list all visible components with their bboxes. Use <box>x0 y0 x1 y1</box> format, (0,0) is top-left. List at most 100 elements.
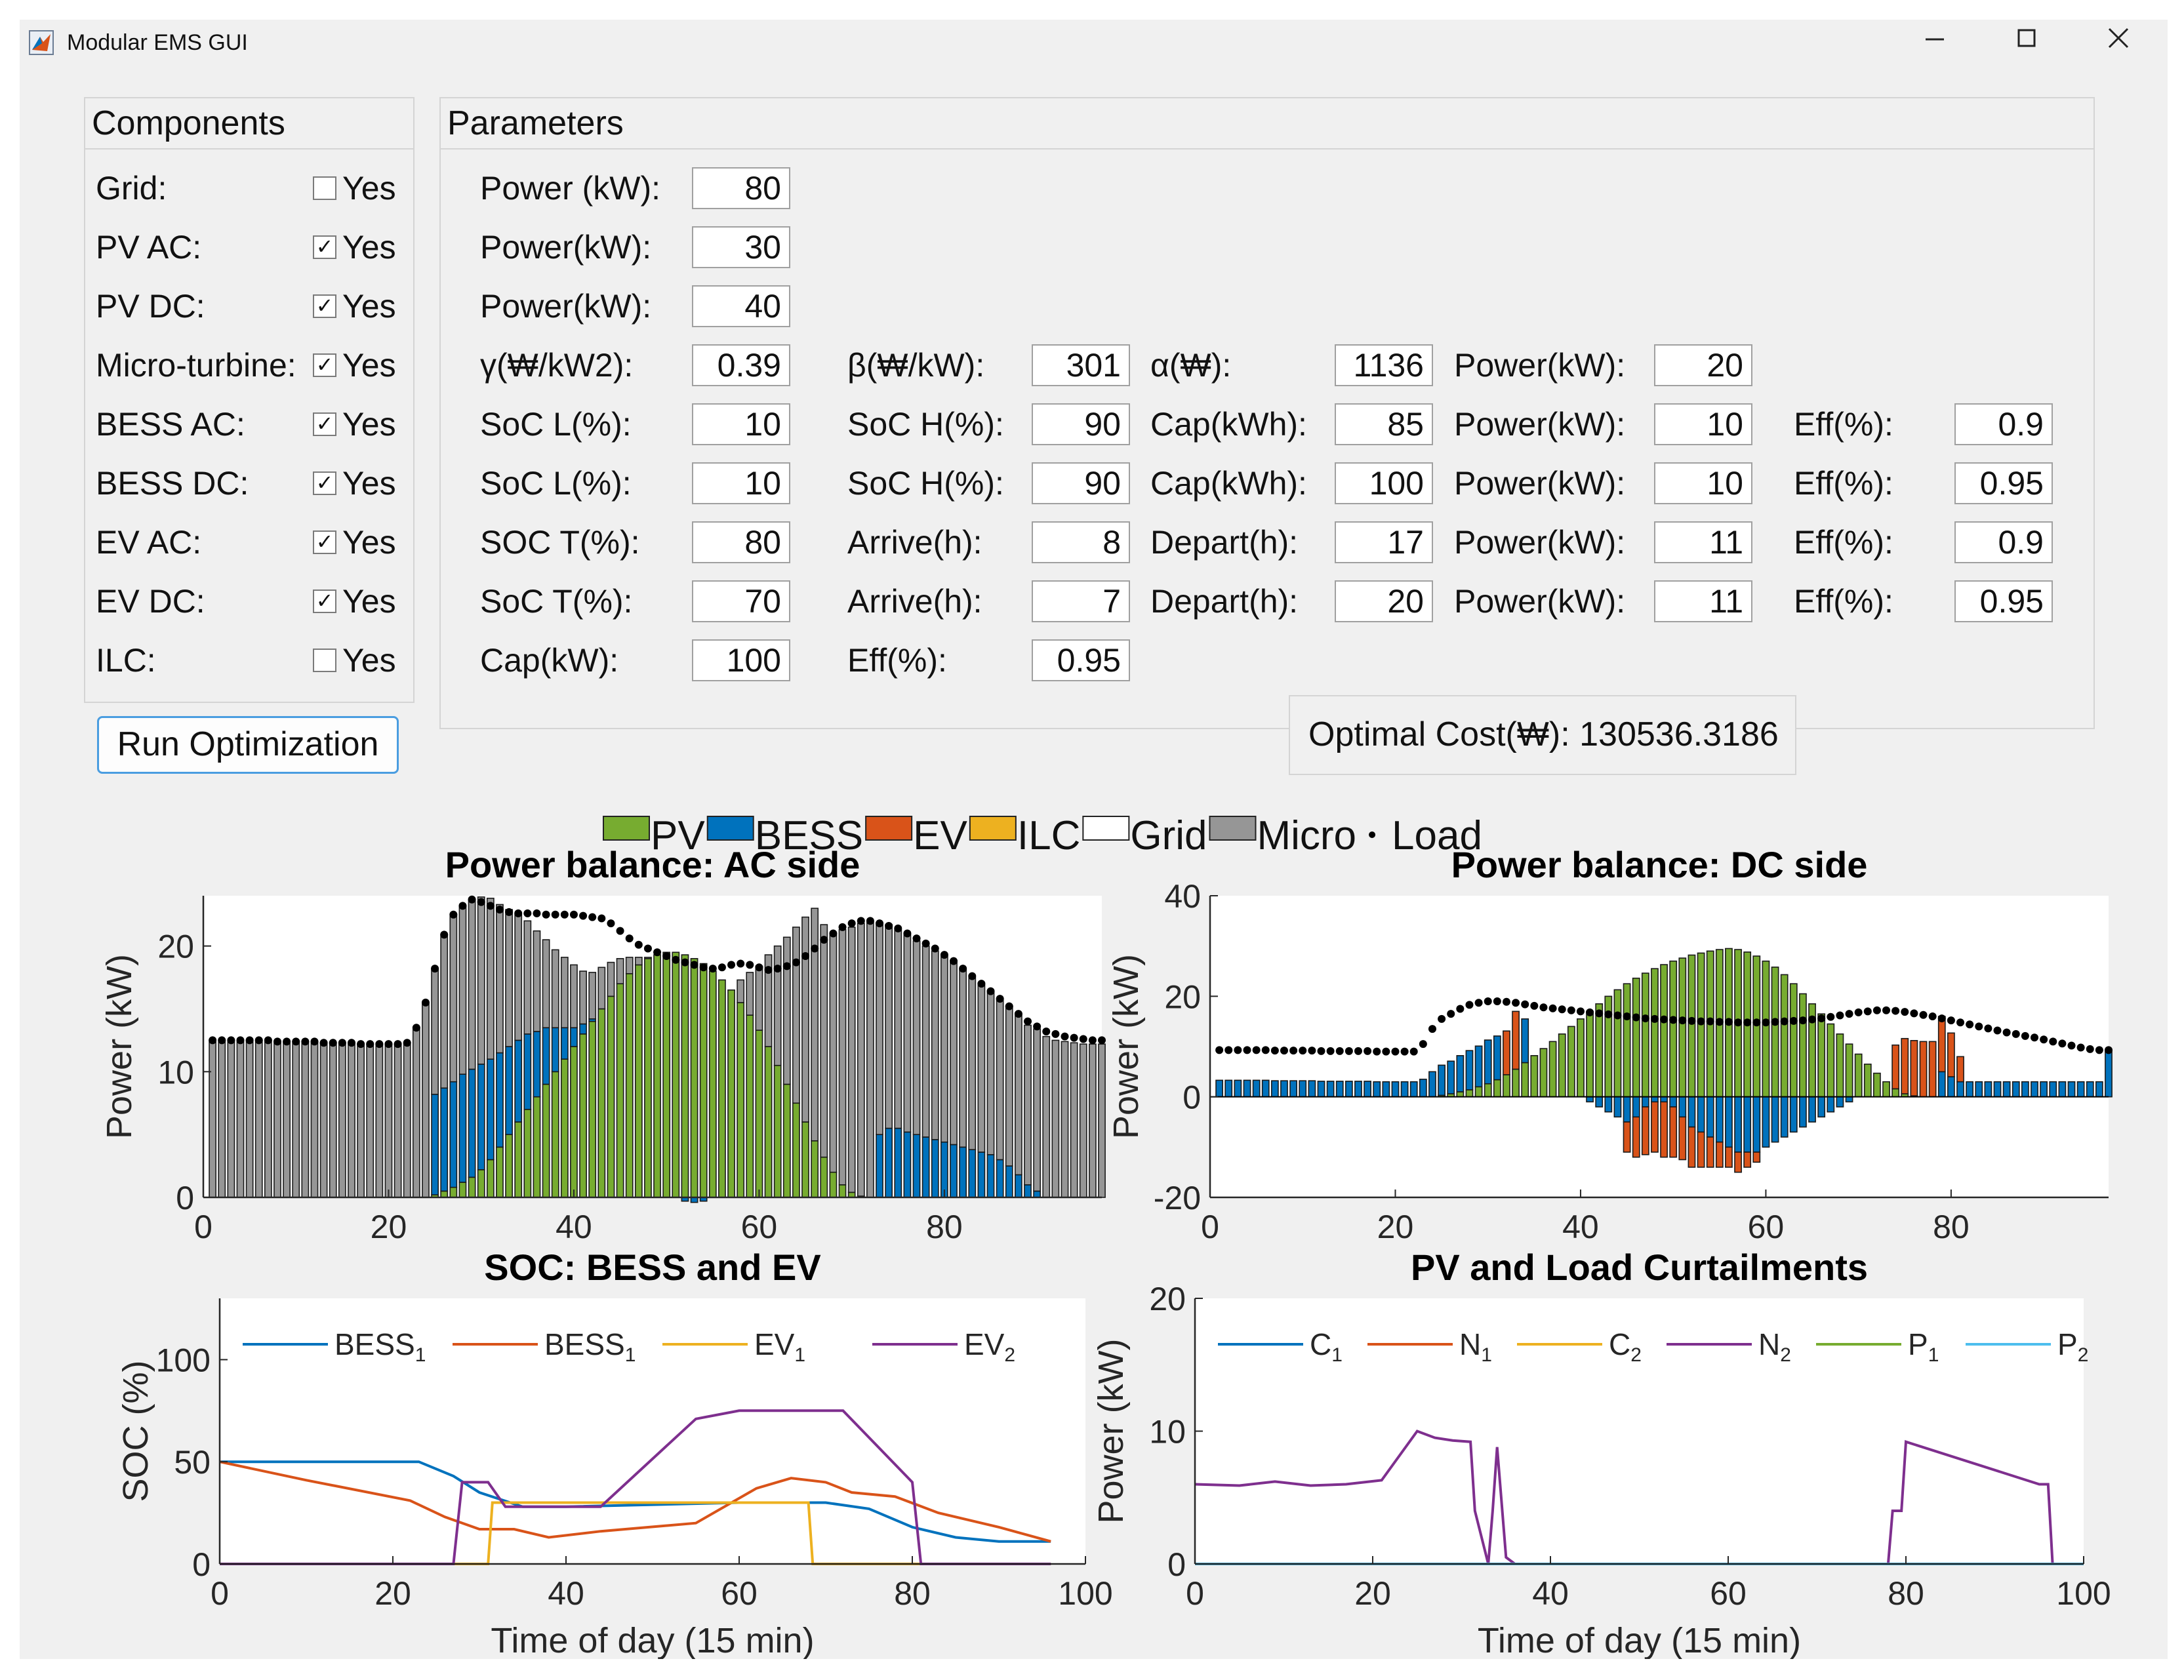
bar-bess <box>1817 1096 1826 1118</box>
parameter-input[interactable]: 301 <box>1032 344 1130 386</box>
parameter-input[interactable]: 17 <box>1335 521 1433 563</box>
bar-ev <box>1956 1056 1964 1083</box>
parameter-input[interactable]: 70 <box>692 580 790 622</box>
parameter-input[interactable]: 80 <box>692 521 790 563</box>
parameter-label: Depart(h): <box>1150 524 1299 561</box>
close-icon[interactable] <box>2105 25 2164 62</box>
parameter-label: SoC H(%): <box>847 465 1004 502</box>
bar-bess <box>2105 1049 2113 1098</box>
bar-bess <box>1743 1096 1752 1153</box>
bar-pv <box>1817 1013 1826 1098</box>
load-point <box>1947 1016 1955 1025</box>
run-optimization-button[interactable]: Run Optimization <box>97 716 399 774</box>
bar-pv <box>1595 1003 1604 1098</box>
parameter-input[interactable]: 0.95 <box>1954 462 2053 504</box>
component-checkbox[interactable]: ✓ <box>313 590 336 613</box>
component-checkbox[interactable]: ✓ <box>313 294 336 318</box>
component-checkbox[interactable]: ✓ <box>313 353 336 377</box>
parameter-input[interactable]: 1136 <box>1335 344 1433 386</box>
bar-pv <box>1780 974 1789 1098</box>
bar-ev <box>1706 1136 1714 1168</box>
load-point <box>746 961 754 969</box>
parameter-input[interactable]: 0.9 <box>1954 403 2053 445</box>
bar-bess <box>1419 1079 1427 1098</box>
load-point <box>708 965 717 973</box>
bar-micro <box>644 957 652 959</box>
bar-bess <box>912 1134 921 1198</box>
bar-pv <box>477 1169 485 1198</box>
legend-swatch <box>706 816 754 841</box>
bar-pv <box>1827 1023 1835 1098</box>
bar-pv <box>607 995 615 1198</box>
component-checkbox[interactable] <box>313 176 336 200</box>
parameter-input[interactable]: 11 <box>1654 521 1752 563</box>
component-checkbox[interactable]: ✓ <box>313 412 336 436</box>
parameter-input[interactable]: 30 <box>692 226 790 268</box>
parameter-input[interactable]: 0.95 <box>1032 639 1130 681</box>
load-point <box>1623 1012 1631 1020</box>
load-point <box>1409 1047 1418 1056</box>
parameter-input[interactable]: 20 <box>1335 580 1433 622</box>
parameter-input[interactable]: 100 <box>692 639 790 681</box>
legend-swatch <box>1082 816 1130 841</box>
load-point <box>801 952 810 960</box>
parameter-label: Arrive(h): <box>847 583 982 620</box>
parameter-input[interactable]: 0.9 <box>1954 521 2053 563</box>
load-point <box>1937 1014 1946 1023</box>
parameter-label: Power (kW): <box>480 170 660 207</box>
load-point <box>1984 1024 1992 1033</box>
parameter-input[interactable]: 8 <box>1032 521 1130 563</box>
plot-area <box>1195 1298 2084 1564</box>
load-point <box>1641 1014 1649 1023</box>
maximize-icon[interactable] <box>2013 25 2073 62</box>
x-tick-label: 20 <box>374 1575 411 1612</box>
parameter-input[interactable]: 90 <box>1032 403 1130 445</box>
bar-bess <box>1789 1096 1798 1133</box>
load-point <box>2067 1041 2076 1050</box>
parameter-label: Cap(kWh): <box>1150 465 1307 502</box>
load-point <box>1836 1011 1844 1020</box>
parameter-input[interactable]: 0.95 <box>1954 580 2053 622</box>
bar-micro <box>366 1043 374 1198</box>
parameter-input[interactable]: 100 <box>1335 462 1433 504</box>
minimize-icon[interactable] <box>1922 25 1981 62</box>
bar-micro <box>801 916 809 1123</box>
parameter-input[interactable]: 7 <box>1032 580 1130 622</box>
load-point <box>458 902 467 910</box>
bar-micro <box>986 991 995 1155</box>
bar-bess <box>1438 1064 1446 1096</box>
bar-ev <box>1651 1101 1659 1153</box>
bar-pv <box>718 979 726 1198</box>
parameter-input[interactable]: 80 <box>692 167 790 209</box>
component-checkbox[interactable]: ✓ <box>313 235 336 259</box>
component-label: EV AC: <box>96 524 202 561</box>
bar-bess <box>560 1027 569 1060</box>
bar-micro <box>847 927 856 1193</box>
parameter-input[interactable]: 10 <box>692 462 790 504</box>
parameter-input[interactable]: 0.39 <box>692 344 790 386</box>
parameter-input[interactable]: 10 <box>1654 403 1752 445</box>
component-checkbox[interactable] <box>313 649 336 672</box>
bar-micro <box>755 965 763 1031</box>
bar-bess <box>1224 1079 1233 1098</box>
component-checkbox[interactable]: ✓ <box>313 471 336 495</box>
load-point <box>2012 1030 2020 1038</box>
bar-micro <box>292 1041 300 1198</box>
bar-pv <box>597 1008 606 1198</box>
parameter-input[interactable]: 10 <box>692 403 790 445</box>
x-tick-label: 0 <box>1201 1209 1219 1245</box>
parameter-input[interactable]: 20 <box>1654 344 1752 386</box>
bar-pv <box>440 1190 449 1198</box>
load-point <box>1891 1007 1900 1015</box>
component-checkbox[interactable]: ✓ <box>313 530 336 554</box>
parameter-input[interactable]: 85 <box>1335 403 1433 445</box>
bar-bess <box>1409 1081 1418 1098</box>
parameter-input[interactable]: 90 <box>1032 462 1130 504</box>
parameter-input[interactable]: 11 <box>1654 580 1752 622</box>
load-point <box>533 909 541 917</box>
parameter-input[interactable]: 40 <box>692 285 790 327</box>
chart-3: BESS1 BESS1 EV1 EV2 <box>218 1298 1086 1565</box>
parameter-input[interactable]: 10 <box>1654 462 1752 504</box>
load-point <box>699 963 708 972</box>
load-point <box>1734 1018 1743 1027</box>
